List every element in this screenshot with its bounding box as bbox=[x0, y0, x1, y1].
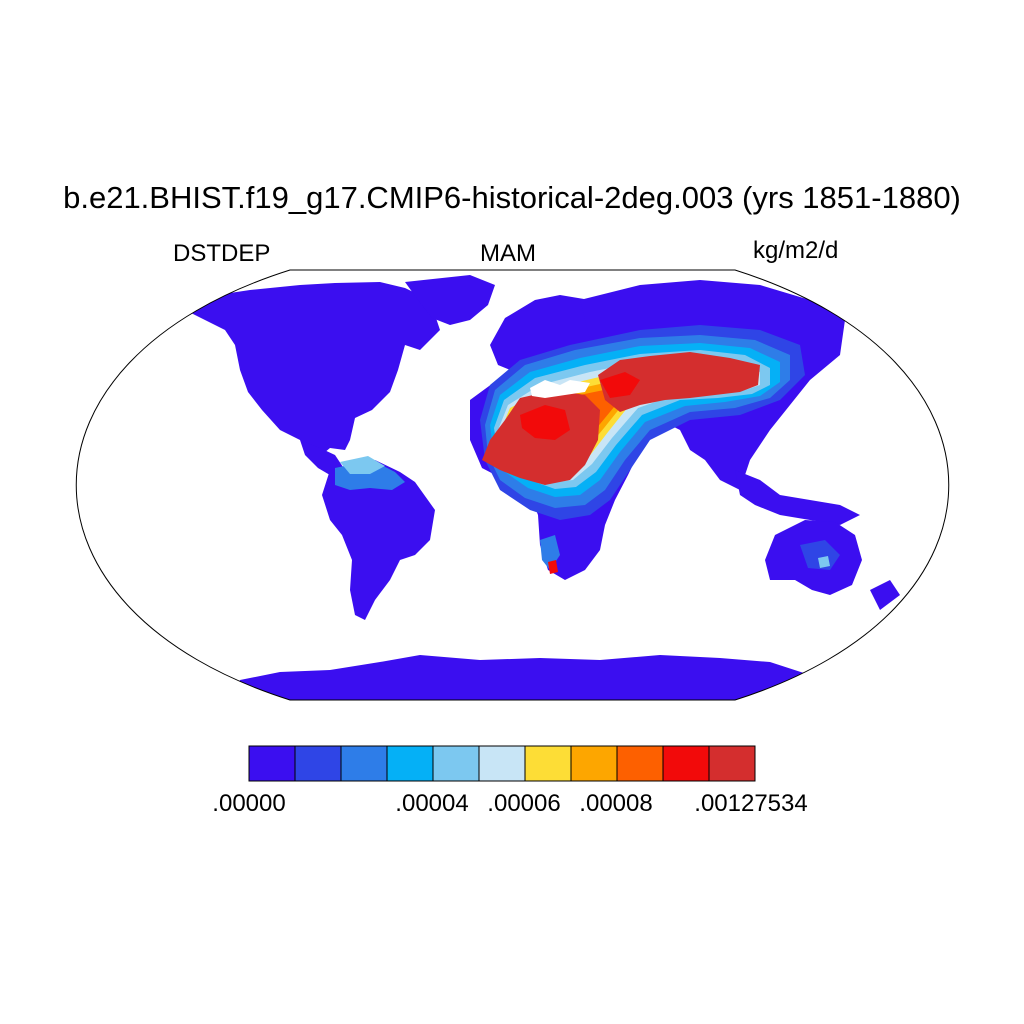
season-label: MAM bbox=[480, 240, 536, 267]
colorbar-label-2: .00006 bbox=[487, 790, 561, 817]
globe-outline bbox=[75, 269, 950, 701]
colorbar-label-1: .00004 bbox=[395, 790, 469, 817]
sa-light-band bbox=[340, 456, 385, 474]
dust-south-africa-hot bbox=[548, 560, 558, 574]
colorbar-label-3: .00008 bbox=[579, 790, 653, 817]
dust-australia bbox=[800, 540, 840, 570]
dust-australia-pale bbox=[818, 556, 830, 568]
dust-core-asia bbox=[598, 352, 760, 412]
land-greenland bbox=[405, 275, 495, 325]
land-antarctica bbox=[230, 655, 810, 700]
land-south-america bbox=[322, 460, 435, 620]
land-new-zealand bbox=[870, 580, 900, 610]
units-label: kg/m2/d bbox=[753, 237, 839, 264]
land-north-america bbox=[185, 282, 440, 458]
colorbar-label-4: .00127534 bbox=[694, 790, 808, 817]
colorbar-label-0: .00000 bbox=[212, 790, 286, 817]
map-title: b.e21.BHIST.f19_g17.CMIP6-historical-2de… bbox=[63, 180, 961, 215]
dust-hot-spot-2 bbox=[600, 372, 640, 398]
variable-label: DSTDEP bbox=[173, 240, 271, 267]
land-se-asia bbox=[735, 470, 860, 525]
mediterranean bbox=[530, 380, 590, 398]
dust-hot-spot bbox=[520, 405, 570, 440]
